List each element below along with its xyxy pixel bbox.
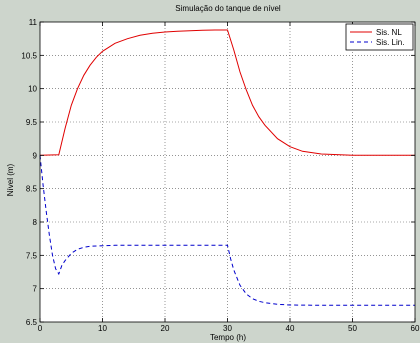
y-tick-label: 8.5 <box>26 185 38 194</box>
series-line-sis-nl <box>39 29 415 156</box>
series-group <box>39 29 415 306</box>
y-tick-label: 7 <box>33 285 38 294</box>
x-tick-label: 40 <box>286 324 295 333</box>
axes: 0 10 20 30 40 50 60 6.5 7 7.5 8 8.5 9 9.5 10 10.5 11 <box>21 18 420 333</box>
chart-title: Simulação do tanque de nível <box>175 4 281 13</box>
y-axis-label: Nível (m) <box>6 163 15 196</box>
y-tick-label: 6.5 <box>26 318 38 327</box>
y-tick-label: 9 <box>33 151 38 160</box>
legend-label: Sis. Lin. <box>376 38 404 47</box>
y-tick-label: 10 <box>28 85 37 94</box>
y-tick-label: 11 <box>29 18 38 27</box>
y-tick-label: 10.5 <box>21 51 37 60</box>
x-tick-label: 10 <box>98 324 107 333</box>
x-tick-label: 20 <box>161 324 170 333</box>
x-tick-label: 30 <box>223 324 232 333</box>
y-tick-label: 7.5 <box>26 251 38 260</box>
x-tick-label: 60 <box>411 324 420 333</box>
legend-box <box>345 23 414 51</box>
x-tick-label: 50 <box>348 324 357 333</box>
x-axis-label: Tempo (h) <box>210 333 246 342</box>
series-line-sis-lin <box>39 155 415 306</box>
y-tick-label: 9.5 <box>26 118 38 127</box>
x-tick-label: 0 <box>38 324 43 333</box>
legend-label: Sis. NL <box>376 28 402 37</box>
y-tick-label: 8 <box>33 218 38 227</box>
